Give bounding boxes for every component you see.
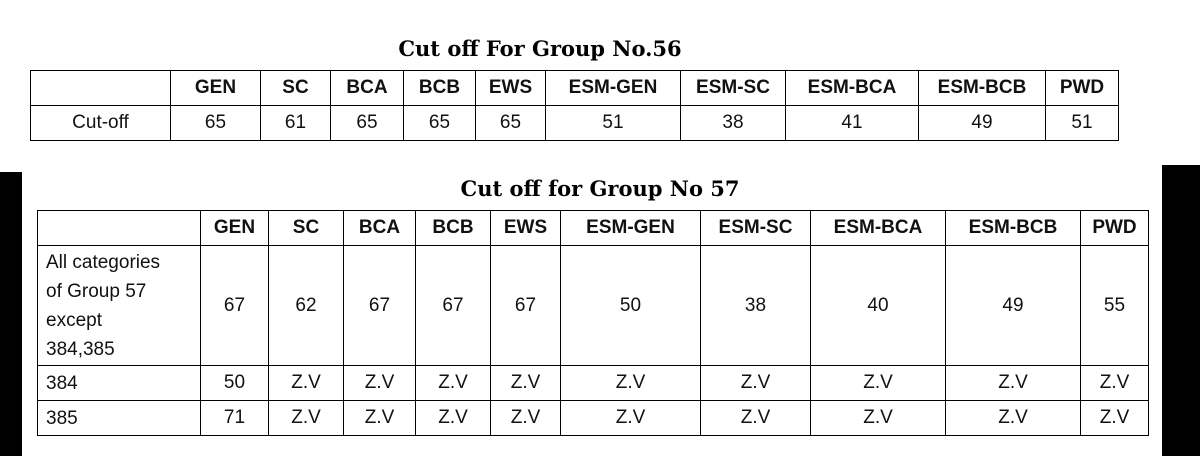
table-cell: 38 bbox=[700, 245, 811, 366]
column-header: ESM-GEN bbox=[545, 70, 681, 106]
table-cell: 65 bbox=[403, 105, 476, 141]
column-header: SC bbox=[260, 70, 331, 106]
table-cell: Z.V bbox=[945, 400, 1081, 436]
table-cell: 38 bbox=[680, 105, 786, 141]
table-cell: Z.V bbox=[700, 400, 811, 436]
table-cell: Z.V bbox=[700, 365, 811, 401]
table-cell: Z.V bbox=[490, 400, 561, 436]
column-header: SC bbox=[268, 210, 344, 246]
table-cell: 67 bbox=[200, 245, 269, 366]
table-cell: 67 bbox=[343, 245, 416, 366]
cutoff-table: GEN SC BCA BCB EWS ESM-GEN ESM-SC ESM-BCA ESM-BC… bbox=[30, 70, 1119, 141]
table-cell: Z.V bbox=[560, 365, 701, 401]
label-line: 384,385 bbox=[46, 338, 115, 360]
empty-cell bbox=[37, 210, 201, 246]
column-header: BCB bbox=[403, 70, 476, 106]
label-line: except bbox=[46, 309, 102, 331]
label-line: of Group 57 bbox=[46, 280, 147, 302]
black-border bbox=[1162, 165, 1200, 456]
table-cell: 62 bbox=[268, 245, 344, 366]
column-header: EWS bbox=[490, 210, 561, 246]
column-header: GEN bbox=[170, 70, 261, 106]
header-row: GEN SC BCA BCB EWS ESM-GEN ESM-SC ESM-BCA ESM-BC… bbox=[30, 70, 1119, 106]
column-header: EWS bbox=[475, 70, 546, 106]
column-header: BCB bbox=[415, 210, 491, 246]
table-cell: Z.V bbox=[1080, 365, 1149, 401]
table-cell: 50 bbox=[560, 245, 701, 366]
column-header: PWD bbox=[1080, 210, 1149, 246]
table-cell: 65 bbox=[475, 105, 546, 141]
table-title: Cut off For Group No.56 bbox=[398, 36, 682, 61]
table-cell: Z.V bbox=[415, 365, 491, 401]
table-cell: 55 bbox=[1080, 245, 1149, 366]
label-line: 385 bbox=[46, 407, 78, 429]
table-cell: Z.V bbox=[810, 400, 946, 436]
table-cell: 61 bbox=[260, 105, 331, 141]
label-line: Cut-off bbox=[72, 112, 129, 133]
empty-cell bbox=[30, 70, 171, 106]
column-header: ESM-SC bbox=[680, 70, 786, 106]
table-cell: Z.V bbox=[945, 365, 1081, 401]
column-header: BCA bbox=[330, 70, 404, 106]
table-cell: Z.V bbox=[268, 365, 344, 401]
table-cell: Z.V bbox=[343, 400, 416, 436]
label-line: 384 bbox=[46, 372, 78, 394]
table-cell: Z.V bbox=[560, 400, 701, 436]
cutoff-table: GEN SC BCA BCB EWS ESM-GEN ESM-SC ESM-BCA ESM-BC… bbox=[37, 210, 1149, 436]
table-cell: Z.V bbox=[415, 400, 491, 436]
column-header: ESM-BCA bbox=[785, 70, 919, 106]
column-header: GEN bbox=[200, 210, 269, 246]
table-cell: Z.V bbox=[490, 365, 561, 401]
table-cell: 41 bbox=[785, 105, 919, 141]
column-header: PWD bbox=[1045, 70, 1119, 106]
table-row: 385 71 Z.V Z.V Z.V Z.V Z.V Z.V Z.V Z.V Z.V bbox=[37, 400, 1149, 436]
table-title: Cut off for Group No 57 bbox=[460, 176, 740, 201]
table-cell: Z.V bbox=[810, 365, 946, 401]
column-header: ESM-SC bbox=[700, 210, 811, 246]
table-row: Cut-off 65 61 65 65 65 51 38 41 49 51 bbox=[30, 105, 1119, 141]
row-label: 384 bbox=[37, 365, 201, 401]
header-row: GEN SC BCA BCB EWS ESM-GEN ESM-SC ESM-BCA ESM-BC… bbox=[37, 210, 1149, 246]
row-label: All categories of Group 57 except 384,385 bbox=[37, 245, 201, 366]
table-cell: 67 bbox=[415, 245, 491, 366]
table-cell: 51 bbox=[545, 105, 681, 141]
table-cell: 40 bbox=[810, 245, 946, 366]
column-header: BCA bbox=[343, 210, 416, 246]
column-header: ESM-GEN bbox=[560, 210, 701, 246]
table-cell: 65 bbox=[330, 105, 404, 141]
table-cell: 67 bbox=[490, 245, 561, 366]
column-header: ESM-BCB bbox=[945, 210, 1081, 246]
row-label: 385 bbox=[37, 400, 201, 436]
table-cell: Z.V bbox=[1080, 400, 1149, 436]
column-header: ESM-BCB bbox=[918, 70, 1046, 106]
label-line: All categories bbox=[46, 251, 161, 273]
column-header: ESM-BCA bbox=[810, 210, 946, 246]
table-row: 384 50 Z.V Z.V Z.V Z.V Z.V Z.V Z.V Z.V Z.V bbox=[37, 365, 1149, 401]
table-cell: Z.V bbox=[268, 400, 344, 436]
table-cell: 49 bbox=[945, 245, 1081, 366]
table-row: All categories of Group 57 except 384,385 67… bbox=[37, 245, 1149, 366]
table-cell: Z.V bbox=[343, 365, 416, 401]
table-cell: 49 bbox=[918, 105, 1046, 141]
table-cell: 50 bbox=[200, 365, 269, 401]
black-border bbox=[0, 172, 22, 456]
table-cell: 51 bbox=[1045, 105, 1119, 141]
table-cell: 71 bbox=[200, 400, 269, 436]
table-cell: 65 bbox=[170, 105, 261, 141]
row-label: Cut-off bbox=[30, 105, 171, 141]
